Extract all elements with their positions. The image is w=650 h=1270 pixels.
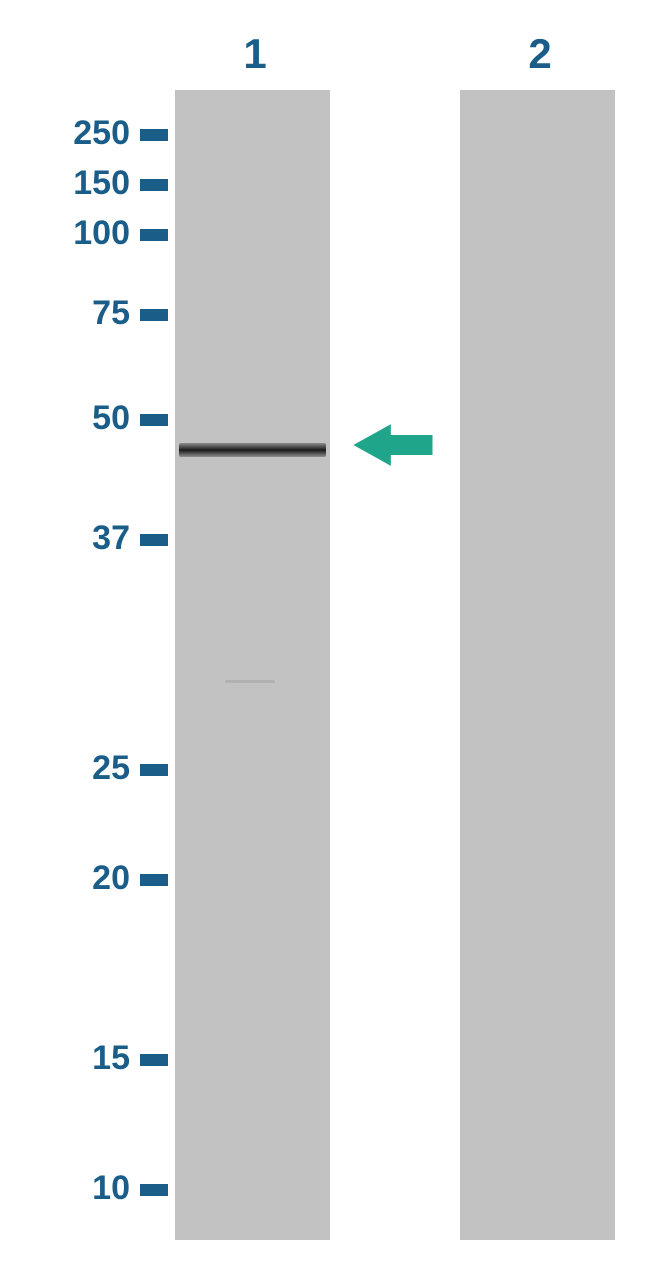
marker-250-tick xyxy=(140,129,168,141)
marker-20-tick xyxy=(140,874,168,886)
marker-75-label: 75 xyxy=(40,294,130,333)
marker-150-label: 150 xyxy=(40,164,130,203)
marker-100-tick xyxy=(140,229,168,241)
lane-header-1-label: 1 xyxy=(243,30,266,77)
blot-diagram: 1 2 250 150 100 75 50 37 25 20 15 xyxy=(0,0,650,1270)
band-lane1 xyxy=(179,443,326,457)
marker-37-tick xyxy=(140,534,168,546)
marker-10-tick xyxy=(140,1184,168,1196)
marker-10-label: 10 xyxy=(40,1169,130,1208)
lane-header-1: 1 xyxy=(205,30,305,78)
arrow-icon xyxy=(350,420,440,475)
marker-100-label: 100 xyxy=(40,214,130,253)
marker-250-label: 250 xyxy=(40,114,130,153)
marker-25-tick xyxy=(140,764,168,776)
faint-band-lane1 xyxy=(225,680,275,683)
marker-25-label: 25 xyxy=(40,749,130,788)
lane-1 xyxy=(175,90,330,1240)
marker-15-label: 15 xyxy=(40,1039,130,1078)
marker-150-tick xyxy=(140,179,168,191)
marker-37-label: 37 xyxy=(40,519,130,558)
lane-2 xyxy=(460,90,615,1240)
marker-20-label: 20 xyxy=(40,859,130,898)
lane-header-2: 2 xyxy=(490,30,590,78)
marker-50-label: 50 xyxy=(40,399,130,438)
marker-15-tick xyxy=(140,1054,168,1066)
marker-50-tick xyxy=(140,414,168,426)
lane-header-2-label: 2 xyxy=(528,30,551,77)
marker-75-tick xyxy=(140,309,168,321)
